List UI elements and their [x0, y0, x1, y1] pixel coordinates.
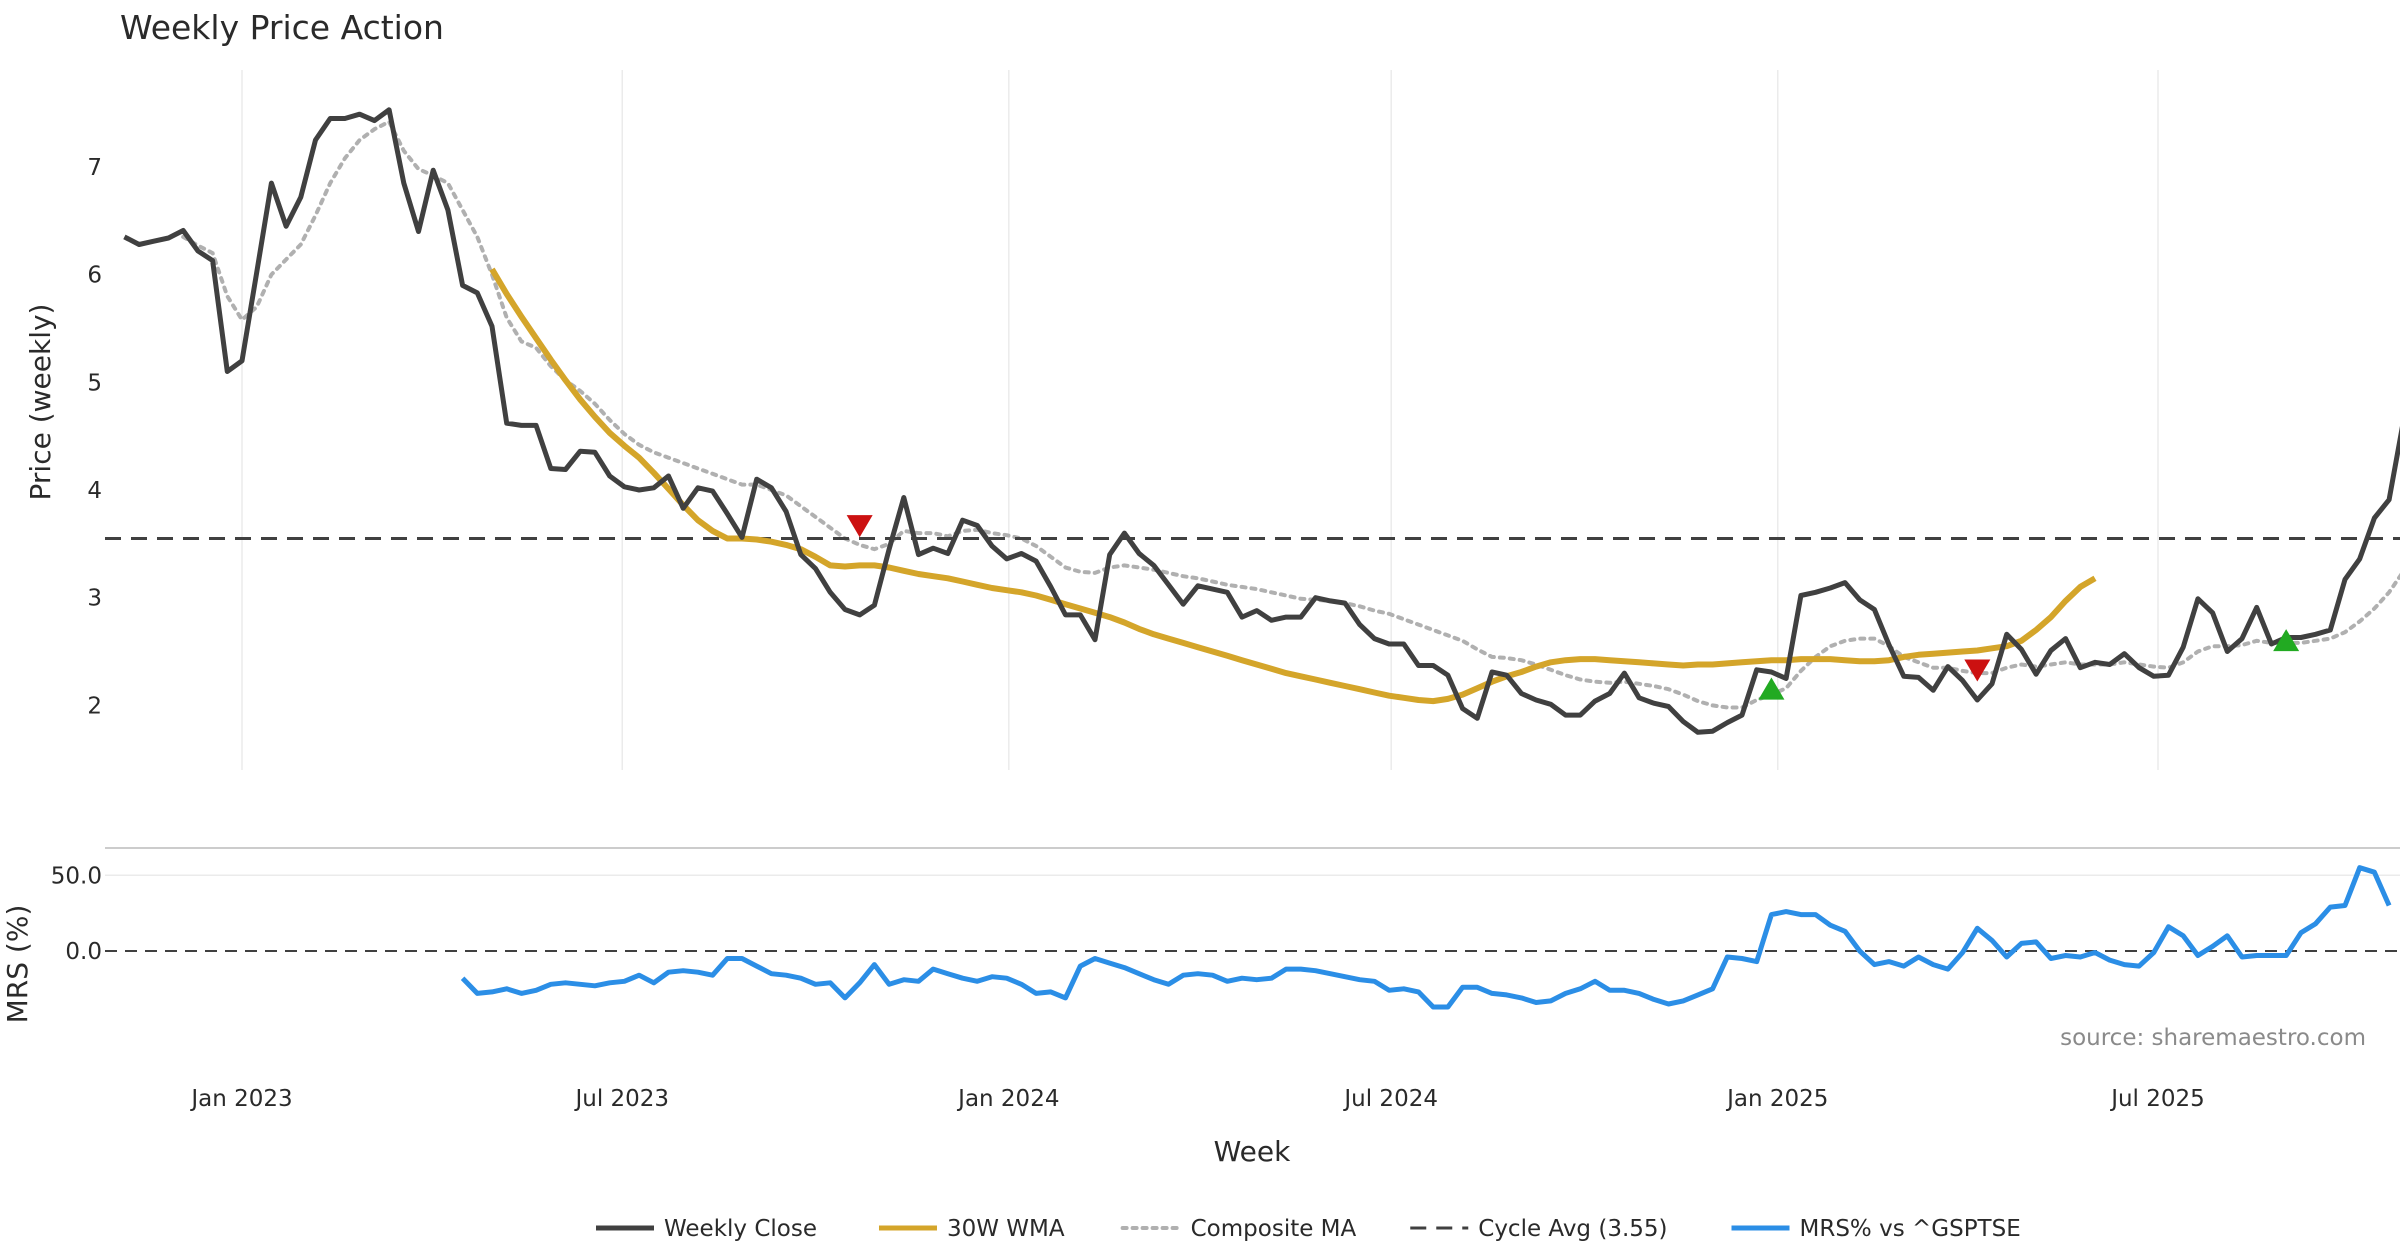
y-tick-label-price: 7 [87, 155, 102, 181]
sell-signal-marker [1964, 659, 1991, 682]
y-tick-label-price: 4 [87, 478, 102, 504]
chart-title: Weekly Price Action [120, 8, 444, 47]
x-tick-label: Jul 2025 [2109, 1086, 2205, 1112]
series-weekly-close [123, 107, 2400, 735]
y-tick-label-mrs: 50.0 [51, 863, 102, 889]
x-tick-label: Jan 2025 [1725, 1086, 1828, 1112]
legend-label: MRS% vs ^GSPTSE [1800, 1216, 2021, 1242]
y-tick-label-price: 2 [87, 693, 102, 719]
series-composite-ma [181, 119, 2400, 710]
legend-label: Composite MA [1191, 1216, 1357, 1242]
x-axis-label: Week [1214, 1135, 1291, 1168]
legend-label: 30W WMA [947, 1216, 1065, 1242]
x-tick-label: Jul 2023 [573, 1086, 669, 1112]
y-tick-label-price: 3 [87, 586, 102, 612]
source-note: source: sharemaestro.com [2060, 1025, 2366, 1051]
buy-signal-marker [2273, 629, 2300, 652]
y-axis-label-mrs: MRS (%) [1, 905, 34, 1024]
y-tick-label-price: 6 [87, 263, 102, 289]
series-mrs [460, 865, 2392, 1010]
legend-label: Cycle Avg (3.55) [1478, 1216, 1667, 1242]
y-axis-label-price: Price (weekly) [24, 304, 57, 501]
x-tick-label: Jul 2024 [1342, 1086, 1438, 1112]
buy-signal-marker [1758, 677, 1785, 700]
sell-signal-marker [846, 515, 873, 538]
y-tick-label-price: 5 [87, 370, 102, 396]
legend-label: Weekly Close [664, 1216, 817, 1242]
legend: Weekly Close 30W WMA Composite MA Cycle Avg… [596, 1216, 2021, 1242]
y-tick-label-mrs: 0.0 [65, 939, 102, 965]
x-tick-label: Jan 2023 [189, 1086, 292, 1112]
series-30w-wma [489, 267, 2097, 705]
x-tick-label: Jan 2024 [956, 1086, 1059, 1112]
